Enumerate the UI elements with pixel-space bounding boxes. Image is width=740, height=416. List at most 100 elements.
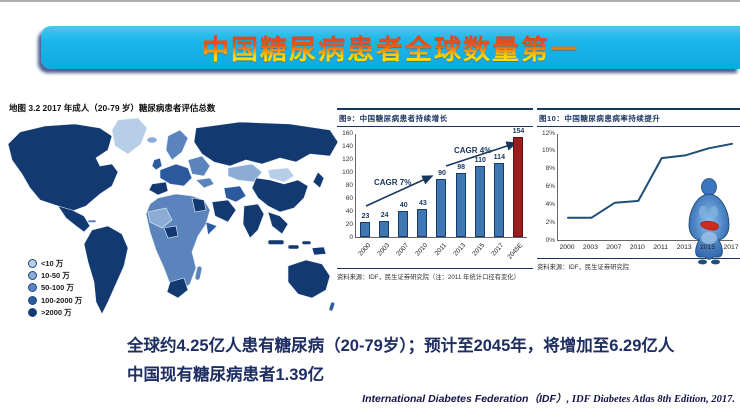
map-region-horn-of-africa: [205, 221, 218, 236]
figure-lung-left: [699, 206, 707, 218]
legend-item: 10-50 万: [28, 269, 82, 281]
line-chart-x-label: 2013: [676, 244, 692, 251]
map-region-new-guinea: [311, 246, 327, 256]
bar-value-label: 40: [399, 202, 408, 209]
map-region-south-america: [83, 225, 129, 315]
slide-title: 中国糖尿病患者全球数量第一: [202, 28, 579, 67]
line-chart-x-label: 2007: [606, 244, 622, 251]
obese-figure-illustration: [688, 178, 730, 265]
map-region-philippines: [301, 240, 312, 245]
bar-value-label: 114: [493, 153, 505, 161]
bar-value-label: 154: [512, 127, 525, 135]
world-map: [7, 117, 339, 315]
map-region-new-zealand: [328, 301, 335, 312]
line-chart-x-label: 2017: [723, 244, 739, 251]
map-region-indonesia-2: [287, 244, 300, 250]
bar-chart-y-tick: 80: [345, 181, 353, 189]
legend-item: >2000 万: [28, 307, 82, 319]
figure-intestines: [701, 232, 717, 244]
map-region-caribbean: [87, 219, 97, 223]
map-region-kazakhstan: [227, 163, 263, 183]
map-region-south-africa: [166, 277, 189, 299]
bar-value-label: 110: [474, 156, 486, 164]
legend-item: 50-100 万: [28, 282, 82, 294]
map-region-scandinavia: [165, 129, 189, 161]
bar-2000: [360, 222, 370, 237]
bar-chart-y-tick: 140: [342, 142, 353, 150]
bar-value-label: 23: [361, 213, 370, 221]
map-region-iran: [223, 185, 247, 203]
cagr-label-1: CAGR 7%: [374, 178, 412, 187]
line-chart-x-label: 2000: [559, 244, 575, 251]
map-region-india: [242, 203, 265, 239]
bar-chart-y-tick: 160: [342, 129, 353, 137]
line-chart-x-labels: 2000 2003 2007 2010 2011 2013 2015 2017: [557, 241, 738, 254]
map-region-japan: [312, 171, 325, 189]
citation-part-2: IDF Diabetes Atlas 8th Edition, 2017.: [569, 394, 735, 405]
cagr-label-2: CAGR 4%: [454, 146, 492, 155]
bar-chart-source: 资料来源：IDF，民生证券研究院（注：2011 年统计口径有变化）: [337, 268, 533, 281]
legend-label: 50-100 万: [41, 283, 74, 293]
bar-value-label: 24: [380, 212, 389, 220]
title-banner: 中国糖尿病患者全球数量第一: [41, 26, 740, 69]
line-chart-y-tick: 2%: [545, 218, 555, 226]
bar-2045E: [512, 136, 523, 237]
line-chart-source: 资料来源：IDF，民生证券研究院: [537, 258, 740, 271]
map-region-uk: [151, 157, 163, 171]
bar-value-label: 98: [457, 164, 465, 172]
map-region-indonesia-1: [267, 239, 285, 245]
bar-chart-y-tick: 20: [345, 220, 353, 228]
figure-head: [701, 178, 717, 196]
legend-item: <10 万: [28, 257, 82, 269]
cagr-arrow-1: [365, 175, 434, 207]
bar-chart-plot: CAGR 7% CAGR 4% 160 140 120 100 80 60 40 20 0 23 2…: [342, 128, 527, 240]
legend-label: <10 万: [41, 258, 64, 268]
line-chart-x-label: 2011: [653, 244, 669, 251]
map-region-greenland: [111, 117, 148, 155]
figure-lung-right: [710, 206, 718, 218]
figure-foot-left: [698, 259, 707, 265]
cagr-arrow-2: [445, 141, 518, 167]
line-chart-y-tick: 0%: [545, 236, 555, 244]
map-region-madagascar: [194, 265, 203, 281]
line-chart-y-tick: 10%: [542, 147, 556, 155]
summary-line-2: 中国现有糖尿病患者1.39亿: [127, 365, 325, 384]
map-region-australia: [287, 259, 331, 299]
map-region-turkey: [195, 177, 215, 189]
bar-2003: [379, 221, 390, 237]
map-title: 地图 3.2 2017 年成人（20-79 岁）糖尿病患者评估总数: [9, 103, 216, 113]
map-region-iceland: [146, 136, 158, 144]
map-region-china: [251, 177, 309, 213]
legend-swatch: [28, 271, 37, 281]
line-chart-y-tick: 8%: [545, 165, 555, 173]
legend-swatch: [28, 295, 37, 305]
bar-2017: [493, 162, 504, 237]
line-series: [567, 142, 733, 219]
bar-2010: [417, 209, 428, 237]
bar-chart-x-label: 2000: [356, 242, 372, 258]
bar-chart-y-tick: 100: [342, 168, 353, 176]
map-region-egypt: [191, 197, 207, 213]
line-chart-y-tick: 12%: [542, 129, 556, 137]
bar-chart-x-labels: 2000 2003 2007 2010 2011 2013 2015 2017 2045E: [355, 238, 527, 264]
figure-liver-organ: [700, 220, 719, 231]
bar-chart-y-tick: 60: [345, 194, 353, 202]
map-region-west-europe: [159, 163, 193, 187]
figure-foot-right: [711, 259, 720, 265]
line-chart-panel: 图10：中国糖尿病患病率持续提升: [537, 108, 740, 271]
cagr-arrows: [365, 141, 518, 207]
map-region-southeast-asia: [267, 211, 289, 235]
map-region-west-africa: [147, 207, 173, 229]
bar-chart-y-tick: 120: [342, 155, 353, 163]
prevalence-line: [567, 142, 733, 219]
map-region-central-america: [57, 205, 91, 233]
line-chart-x-label: 2003: [582, 244, 598, 251]
bar-chart-panel: 图9：中国糖尿病患者持续增长 CAGR 7% CAGR 4% 160 140 120…: [337, 108, 533, 281]
line-chart-plot: 12% 10% 8% 6% 4% 2% 0%: [542, 130, 733, 265]
map-region-russia: [193, 121, 339, 167]
line-chart-y-tick: 4%: [545, 200, 555, 208]
legend-swatch: [28, 258, 37, 268]
bar-chart-y-tick: 40: [345, 207, 353, 215]
map-region-east-europe: [187, 155, 211, 177]
